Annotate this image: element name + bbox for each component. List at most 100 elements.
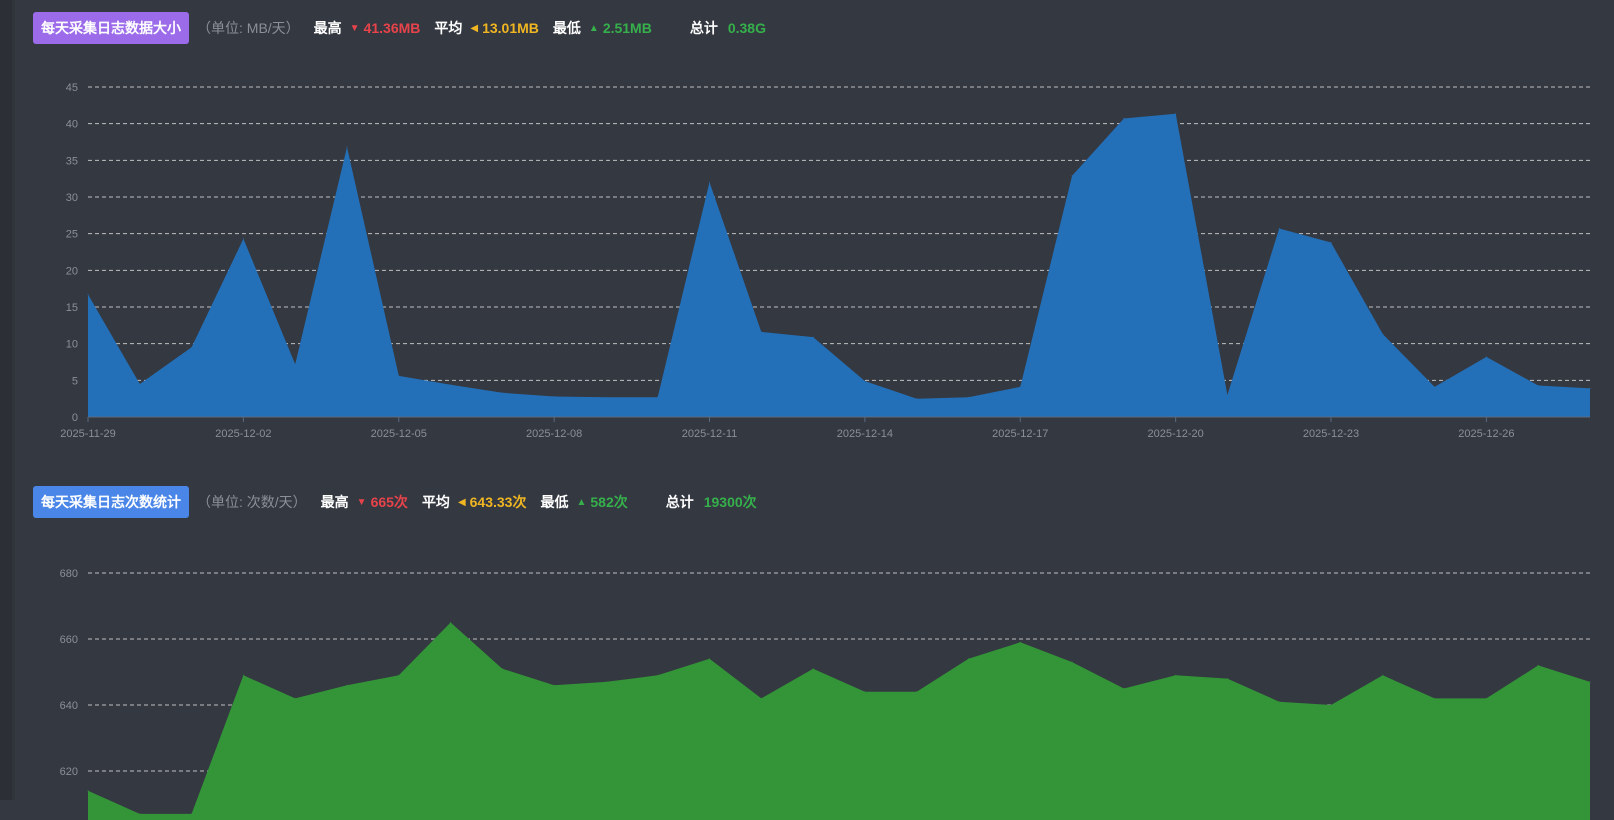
max-value: 41.36MB	[364, 20, 421, 36]
data-point	[1486, 698, 1487, 699]
data-point	[1279, 228, 1280, 229]
unit-label: （单位: MB/天）	[197, 18, 300, 38]
data-point	[295, 364, 296, 365]
data-point	[191, 813, 192, 814]
x-tick-label: 2025-12-20	[1148, 428, 1204, 440]
data-point	[1227, 678, 1228, 679]
data-point	[657, 675, 658, 676]
x-tick-label: 2025-12-02	[215, 428, 271, 440]
data-point	[88, 790, 89, 791]
data-point	[605, 397, 606, 398]
data-point	[139, 813, 140, 814]
y-tick-label: 15	[66, 302, 78, 314]
data-point	[657, 397, 658, 398]
data-point	[1123, 688, 1124, 689]
min-value: 582次	[590, 492, 627, 512]
caret-up-icon: ▲	[576, 497, 586, 508]
y-tick-label: 5	[72, 375, 78, 387]
caret-left-icon: ◀	[458, 497, 466, 508]
x-tick-label: 2025-12-17	[992, 428, 1048, 440]
data-point	[968, 397, 969, 398]
data-point	[450, 622, 451, 623]
avg-label: 平均	[422, 492, 450, 512]
data-point	[1434, 698, 1435, 699]
data-point	[450, 384, 451, 385]
data-point	[1227, 395, 1228, 396]
count-area-chart: 620 640 660 680	[0, 520, 1614, 820]
min-label: 最低	[553, 18, 581, 38]
avg-value: 13.01MB	[482, 20, 539, 36]
data-point	[1175, 113, 1176, 114]
chart-title-badge: 每天采集日志次数统计	[33, 486, 189, 518]
data-point	[243, 238, 244, 239]
data-point	[916, 398, 917, 399]
y-tick-label: 660	[60, 634, 78, 646]
data-point	[554, 685, 555, 686]
y-tick-label: 0	[72, 412, 78, 424]
data-point	[864, 381, 865, 382]
data-point	[709, 658, 710, 659]
data-point	[1123, 118, 1124, 119]
y-tick-label: 640	[60, 700, 78, 712]
caret-up-icon: ▲	[589, 23, 599, 34]
data-point	[346, 685, 347, 686]
area-series	[88, 623, 1590, 820]
max-value: 665次	[371, 492, 408, 512]
caret-down-icon: ▼	[350, 23, 360, 34]
data-point	[1382, 334, 1383, 335]
data-point	[1020, 386, 1021, 387]
caret-down-icon: ▼	[357, 497, 367, 508]
data-point	[1331, 705, 1332, 706]
data-point	[1590, 388, 1591, 389]
data-point	[968, 658, 969, 659]
avg-value: 643.33次	[470, 492, 527, 512]
y-tick-label: 10	[66, 339, 78, 351]
x-tick-label: 2025-12-05	[371, 428, 427, 440]
data-point	[605, 681, 606, 682]
total-label: 总计	[666, 492, 694, 512]
x-tick-label: 2025-12-26	[1458, 428, 1514, 440]
data-point	[1486, 356, 1487, 357]
total-value: 19300次	[704, 492, 757, 512]
data-point	[295, 698, 296, 699]
data-point	[1331, 242, 1332, 243]
y-tick-label: 40	[66, 119, 78, 131]
unit-label: （单位: 次数/天）	[197, 492, 307, 512]
y-tick-label: 620	[60, 766, 78, 778]
data-point	[191, 347, 192, 348]
x-tick-label: 2025-12-23	[1303, 428, 1359, 440]
data-point	[1382, 675, 1383, 676]
data-point	[554, 396, 555, 397]
data-point	[88, 294, 89, 295]
data-point	[813, 337, 814, 338]
caret-left-icon: ◀	[470, 23, 478, 34]
data-point	[1072, 175, 1073, 176]
data-point	[139, 384, 140, 385]
max-label: 最高	[314, 18, 342, 38]
data-point	[1020, 642, 1021, 643]
data-point	[709, 182, 710, 183]
data-point	[813, 668, 814, 669]
data-point	[398, 675, 399, 676]
data-point	[1434, 386, 1435, 387]
chart-title-badge: 每天采集日志数据大小	[33, 12, 189, 44]
y-tick-label: 25	[66, 229, 78, 241]
data-point	[761, 331, 762, 332]
chart-header-data-size: 每天采集日志数据大小 （单位: MB/天） 最高 ▼ 41.36MB 平均 ◀ …	[33, 12, 766, 44]
area-series	[88, 114, 1590, 417]
data-point	[761, 698, 762, 699]
y-tick-label: 20	[66, 265, 78, 277]
data-point	[1279, 701, 1280, 702]
x-tick-label: 2025-12-14	[837, 428, 893, 440]
y-tick-label: 35	[66, 155, 78, 167]
min-label: 最低	[540, 492, 568, 512]
data-point	[1590, 681, 1591, 682]
x-tick-label: 2025-12-08	[526, 428, 582, 440]
y-tick-label: 30	[66, 192, 78, 204]
data-point	[1538, 385, 1539, 386]
y-tick-label: 680	[60, 568, 78, 580]
data-point	[864, 691, 865, 692]
max-label: 最高	[321, 492, 349, 512]
min-value: 2.51MB	[603, 20, 652, 36]
